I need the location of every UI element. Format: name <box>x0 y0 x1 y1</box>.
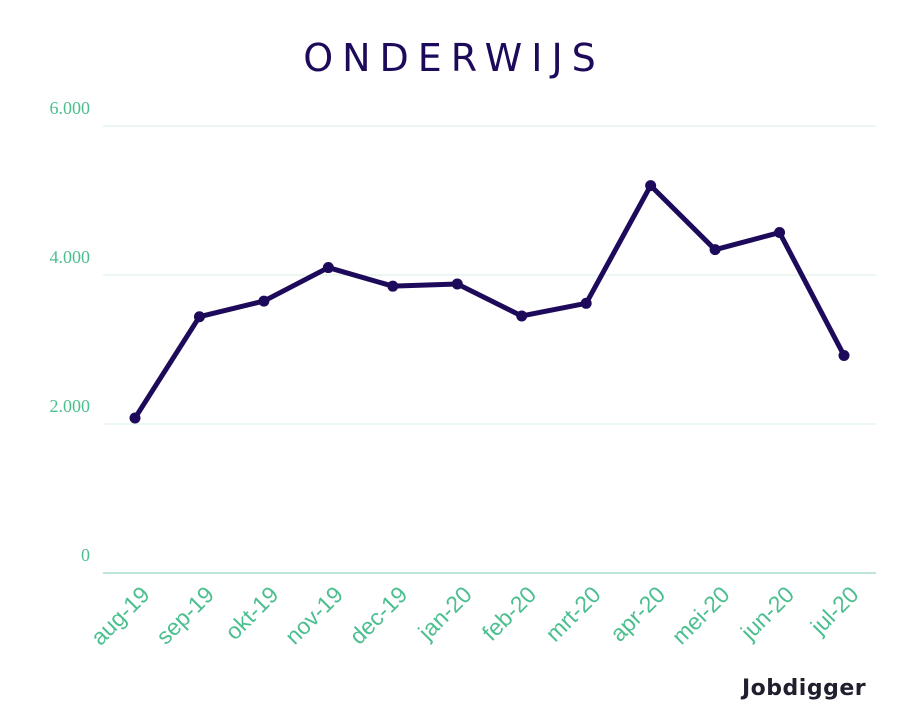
x-tick-label: okt-19 <box>220 581 284 645</box>
series-line <box>132 183 847 421</box>
data-point <box>580 297 592 309</box>
x-tick-label: jan-20 <box>413 581 477 645</box>
data-point <box>516 310 528 322</box>
data-point <box>838 349 850 361</box>
y-tick-label: 6.000 <box>50 98 91 118</box>
x-tick-label: aug-19 <box>86 581 155 650</box>
y-tick-label: 0 <box>81 545 90 565</box>
y-tick-label: 2.000 <box>50 396 91 416</box>
x-tick-label: jul-20 <box>805 581 864 640</box>
data-point <box>129 412 141 424</box>
data-point <box>258 295 270 307</box>
x-tick-label: dec-19 <box>344 581 412 649</box>
jobdigger-logo: Jobdigger <box>742 676 867 701</box>
x-tick-label: feb-20 <box>477 581 542 646</box>
x-tick-label: apr-20 <box>605 581 670 646</box>
x-tick-label: jun-20 <box>735 581 799 645</box>
chart-title: ONDERWIJS <box>303 36 605 80</box>
y-tick-label: 4.000 <box>50 247 91 267</box>
data-point <box>645 180 657 192</box>
data-point <box>709 244 721 256</box>
x-tick-label: nov-19 <box>280 581 348 649</box>
data-point <box>387 280 399 292</box>
data-point <box>774 227 786 239</box>
data-point <box>322 262 334 274</box>
data-point <box>193 311 205 323</box>
x-tick-label: mei-20 <box>667 581 735 649</box>
x-tick-label: sep-19 <box>151 581 219 649</box>
data-point <box>451 278 463 290</box>
x-tick-label: mrt-20 <box>540 581 605 646</box>
